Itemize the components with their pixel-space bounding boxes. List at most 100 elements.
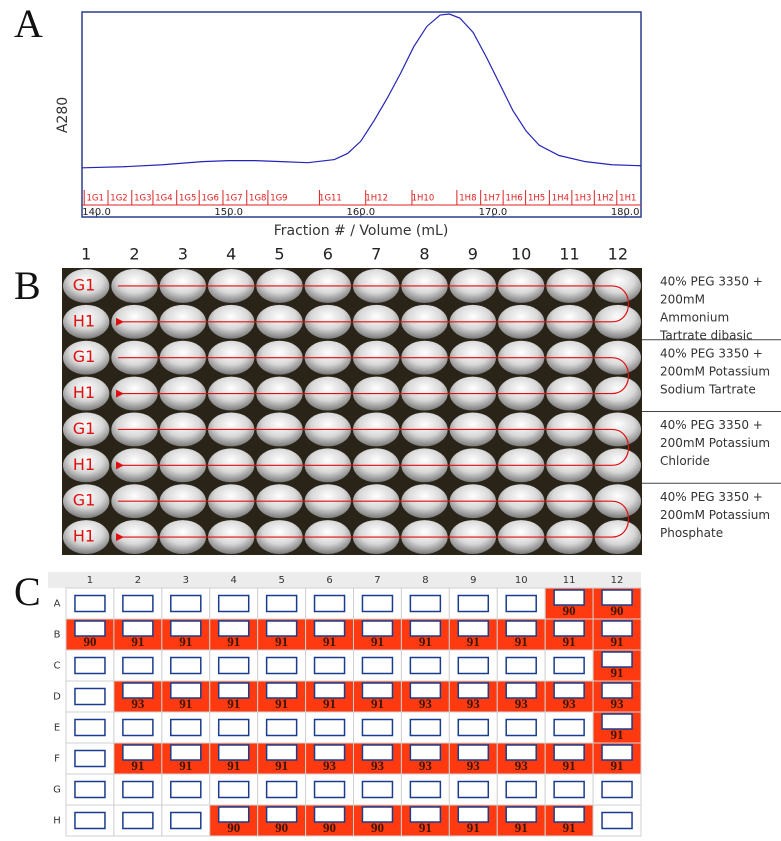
plate-column-header: 9 xyxy=(470,575,476,586)
drop-icon xyxy=(361,744,394,761)
drop-well xyxy=(594,269,641,303)
drop-icon xyxy=(457,744,490,761)
drop-icon xyxy=(74,687,106,706)
condition-text: 200mM Potassium xyxy=(660,364,770,378)
score: 91 xyxy=(275,634,288,649)
x-axis-label: Fraction # / Volume (mL) xyxy=(274,223,449,239)
drop-icon xyxy=(505,744,537,761)
drop-icon xyxy=(122,682,154,699)
drop-icon xyxy=(553,744,585,761)
drop-icon xyxy=(265,682,298,699)
score: 91 xyxy=(611,665,624,680)
drop-icon xyxy=(265,718,298,737)
drop-icon xyxy=(409,744,442,761)
drop-icon xyxy=(217,718,250,737)
plate-column-header: 10 xyxy=(515,575,528,586)
drop-icon xyxy=(313,620,346,637)
condition-text: Ammonium xyxy=(660,311,729,325)
drop-icon xyxy=(457,656,490,675)
drop-icon xyxy=(217,620,250,637)
score: 93 xyxy=(467,758,481,773)
drop-icon xyxy=(265,594,298,613)
score: 93 xyxy=(515,758,529,773)
panel-label: A xyxy=(14,1,43,46)
drop-icon xyxy=(601,651,633,668)
plate-column-header: 11 xyxy=(563,575,576,586)
drop-icon xyxy=(553,589,585,606)
score: 93 xyxy=(371,758,385,773)
score: 91 xyxy=(179,634,192,649)
drop-icon xyxy=(122,620,154,637)
fraction-label: 1G5 xyxy=(179,194,196,204)
drop-icon xyxy=(601,713,633,730)
score: 90 xyxy=(275,820,288,835)
drop-well xyxy=(594,304,641,339)
drop-well xyxy=(63,448,110,483)
score: 93 xyxy=(563,696,577,711)
drop-icon xyxy=(170,780,202,799)
plate-column-header: 4 xyxy=(231,575,237,586)
drop-icon xyxy=(457,780,490,799)
column-header: 7 xyxy=(371,245,381,264)
score: 91 xyxy=(227,758,240,773)
row-label: G1 xyxy=(73,347,96,366)
panel-label: B xyxy=(14,263,41,308)
drop-icon xyxy=(74,749,106,768)
plate-column-header: 2 xyxy=(135,575,141,586)
drop-icon xyxy=(505,806,537,823)
drop-icon xyxy=(457,594,490,613)
plate-row-label: A xyxy=(54,599,61,610)
x-tick-label: 170.0 xyxy=(479,207,508,218)
path-arrow xyxy=(116,285,629,326)
fraction-label: 1G8 xyxy=(249,194,266,204)
drop-icon xyxy=(265,744,298,761)
condition-text: Tartrate dibasic xyxy=(659,329,753,343)
drop-icon xyxy=(217,594,250,613)
plate-column-header: 5 xyxy=(278,575,284,586)
fraction-label: 1H10 xyxy=(412,194,435,204)
score: 91 xyxy=(515,820,528,835)
drop-icon xyxy=(361,656,394,675)
drop-icon xyxy=(553,780,585,799)
drop-icon xyxy=(170,811,202,830)
drop-icon xyxy=(122,811,154,830)
score: 91 xyxy=(179,758,192,773)
score: 91 xyxy=(371,634,384,649)
drop-icon xyxy=(505,718,537,737)
condition-text: 40% PEG 3350 + xyxy=(660,418,763,432)
drop-icon xyxy=(170,656,202,675)
row-label: G1 xyxy=(73,491,96,510)
drop-icon xyxy=(505,594,537,613)
drop-icon xyxy=(122,656,154,675)
plate-row-label: G xyxy=(53,785,61,796)
plate-column-header: 3 xyxy=(183,575,189,586)
drop-icon xyxy=(265,780,298,799)
drop-icon xyxy=(265,620,298,637)
drop-icon xyxy=(601,811,633,830)
row-label: H1 xyxy=(73,527,95,546)
curve xyxy=(81,13,642,169)
score: 91 xyxy=(131,758,144,773)
drop-icon xyxy=(553,620,585,637)
drop-icon xyxy=(313,780,346,799)
drop-icon xyxy=(170,682,202,699)
drop-well xyxy=(594,376,641,411)
score: 90 xyxy=(371,820,384,835)
plate-column-header: 12 xyxy=(611,575,624,586)
column-header: 12 xyxy=(608,245,628,264)
drop-well xyxy=(63,304,110,339)
score: 91 xyxy=(179,696,192,711)
drop-icon xyxy=(505,682,537,699)
plate-row-label: D xyxy=(53,692,61,703)
x-tick-label: 160.0 xyxy=(347,207,376,218)
score: 91 xyxy=(563,758,576,773)
score: 93 xyxy=(131,696,145,711)
plate-column-header: 7 xyxy=(374,575,380,586)
fraction-label: 1H12 xyxy=(365,194,388,204)
drop-icon xyxy=(601,589,633,606)
drop-icon xyxy=(361,620,394,637)
drop-icon xyxy=(74,780,106,799)
drop-icon xyxy=(409,806,442,823)
plate-row-label: B xyxy=(54,630,61,641)
